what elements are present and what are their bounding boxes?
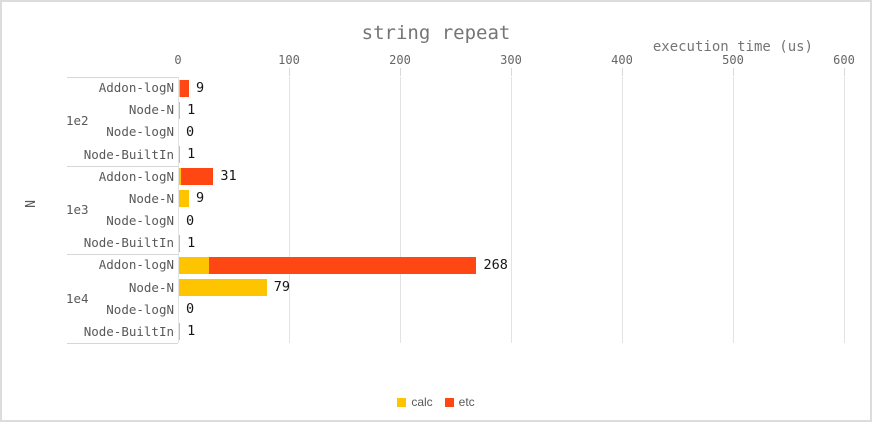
category-label: Node-logN <box>106 124 174 140</box>
tickmark-600 <box>844 68 845 76</box>
bar-value-label: 1 <box>187 234 196 251</box>
gridline-600 <box>844 77 845 343</box>
tick-label-600: 600 <box>833 53 855 67</box>
category-label: Node-N <box>128 190 174 206</box>
bar-value-label: 31 <box>220 168 237 185</box>
group-label-1e2: 1e2 <box>66 113 89 129</box>
bar-segment-calc <box>179 234 181 252</box>
group-divider <box>67 77 178 78</box>
bar-value-label: 1 <box>187 146 196 163</box>
legend-swatch-etc-icon <box>444 397 454 407</box>
x-axis-title: execution time (us) <box>652 39 813 55</box>
bar-value-label: 268 <box>483 256 508 273</box>
group-label-1e4: 1e4 <box>66 290 89 306</box>
category-label: Node-logN <box>106 213 174 229</box>
bar-segment-calc <box>179 168 182 186</box>
tickmark-200 <box>400 68 401 76</box>
bar-value-label: 1 <box>187 101 196 118</box>
bar-segment-calc <box>179 101 181 119</box>
tick-label-0: 0 <box>174 53 182 67</box>
bar-value-label: 0 <box>186 212 195 229</box>
category-label: Node-BuiltIn <box>83 146 174 162</box>
tick-label-400: 400 <box>611 53 633 67</box>
category-label: Node-BuiltIn <box>83 235 174 251</box>
tickmark-300 <box>511 68 512 76</box>
bar-value-label: 0 <box>186 301 195 318</box>
bar-segment-etc <box>180 79 189 97</box>
legend-item-calc: calc <box>397 395 433 409</box>
legend-label-calc: calc <box>411 395 433 409</box>
gridline-300 <box>511 77 512 343</box>
gridline-500 <box>733 77 734 343</box>
tick-label-300: 300 <box>500 53 522 67</box>
y-axis-title: N <box>24 200 39 208</box>
group-divider <box>67 343 178 344</box>
bar-value-label: 9 <box>195 190 205 207</box>
tickmark-400 <box>622 68 623 76</box>
gridline-400 <box>622 77 623 343</box>
legend: calc etc <box>2 395 870 409</box>
bar-value-label: 1 <box>187 323 196 340</box>
group-label-1e3: 1e3 <box>66 202 89 217</box>
bar-segment-calc <box>179 279 267 297</box>
category-label: Addon-logN <box>98 257 174 273</box>
bar-segment-etc <box>208 256 477 274</box>
legend-item-etc: etc <box>444 395 475 409</box>
tick-label-200: 200 <box>389 53 411 67</box>
bar-segment-etc <box>181 168 214 186</box>
tick-label-500: 500 <box>722 53 744 67</box>
bar-value-label: 0 <box>186 123 195 140</box>
category-label: Addon-logN <box>98 168 174 184</box>
bar-segment-calc <box>179 190 189 208</box>
category-label: Addon-logN <box>98 80 174 96</box>
tickmark-100 <box>289 68 290 76</box>
group-divider <box>67 254 178 256</box>
bar-value-label: 9 <box>195 79 205 96</box>
category-label: Node-N <box>128 102 174 118</box>
bar-segment-calc <box>179 256 209 274</box>
bar-segment-calc <box>179 146 181 164</box>
tick-label-100: 100 <box>278 53 300 67</box>
bar-segment-calc <box>179 79 181 97</box>
tickmark-500 <box>733 68 734 76</box>
bar-segment-calc <box>179 323 181 341</box>
gridline-200 <box>400 77 401 343</box>
category-label: Node-BuiltIn <box>83 323 174 339</box>
bar-value-label: 79 <box>273 279 290 296</box>
category-label: Node-N <box>128 279 174 295</box>
category-label: Node-logN <box>106 301 174 317</box>
chart-title: string repeat <box>361 22 511 44</box>
legend-label-etc: etc <box>458 395 475 409</box>
legend-swatch-calc-icon <box>397 397 407 407</box>
gridline-0 <box>178 77 179 343</box>
group-divider <box>67 165 178 167</box>
gridline-100 <box>289 77 290 343</box>
